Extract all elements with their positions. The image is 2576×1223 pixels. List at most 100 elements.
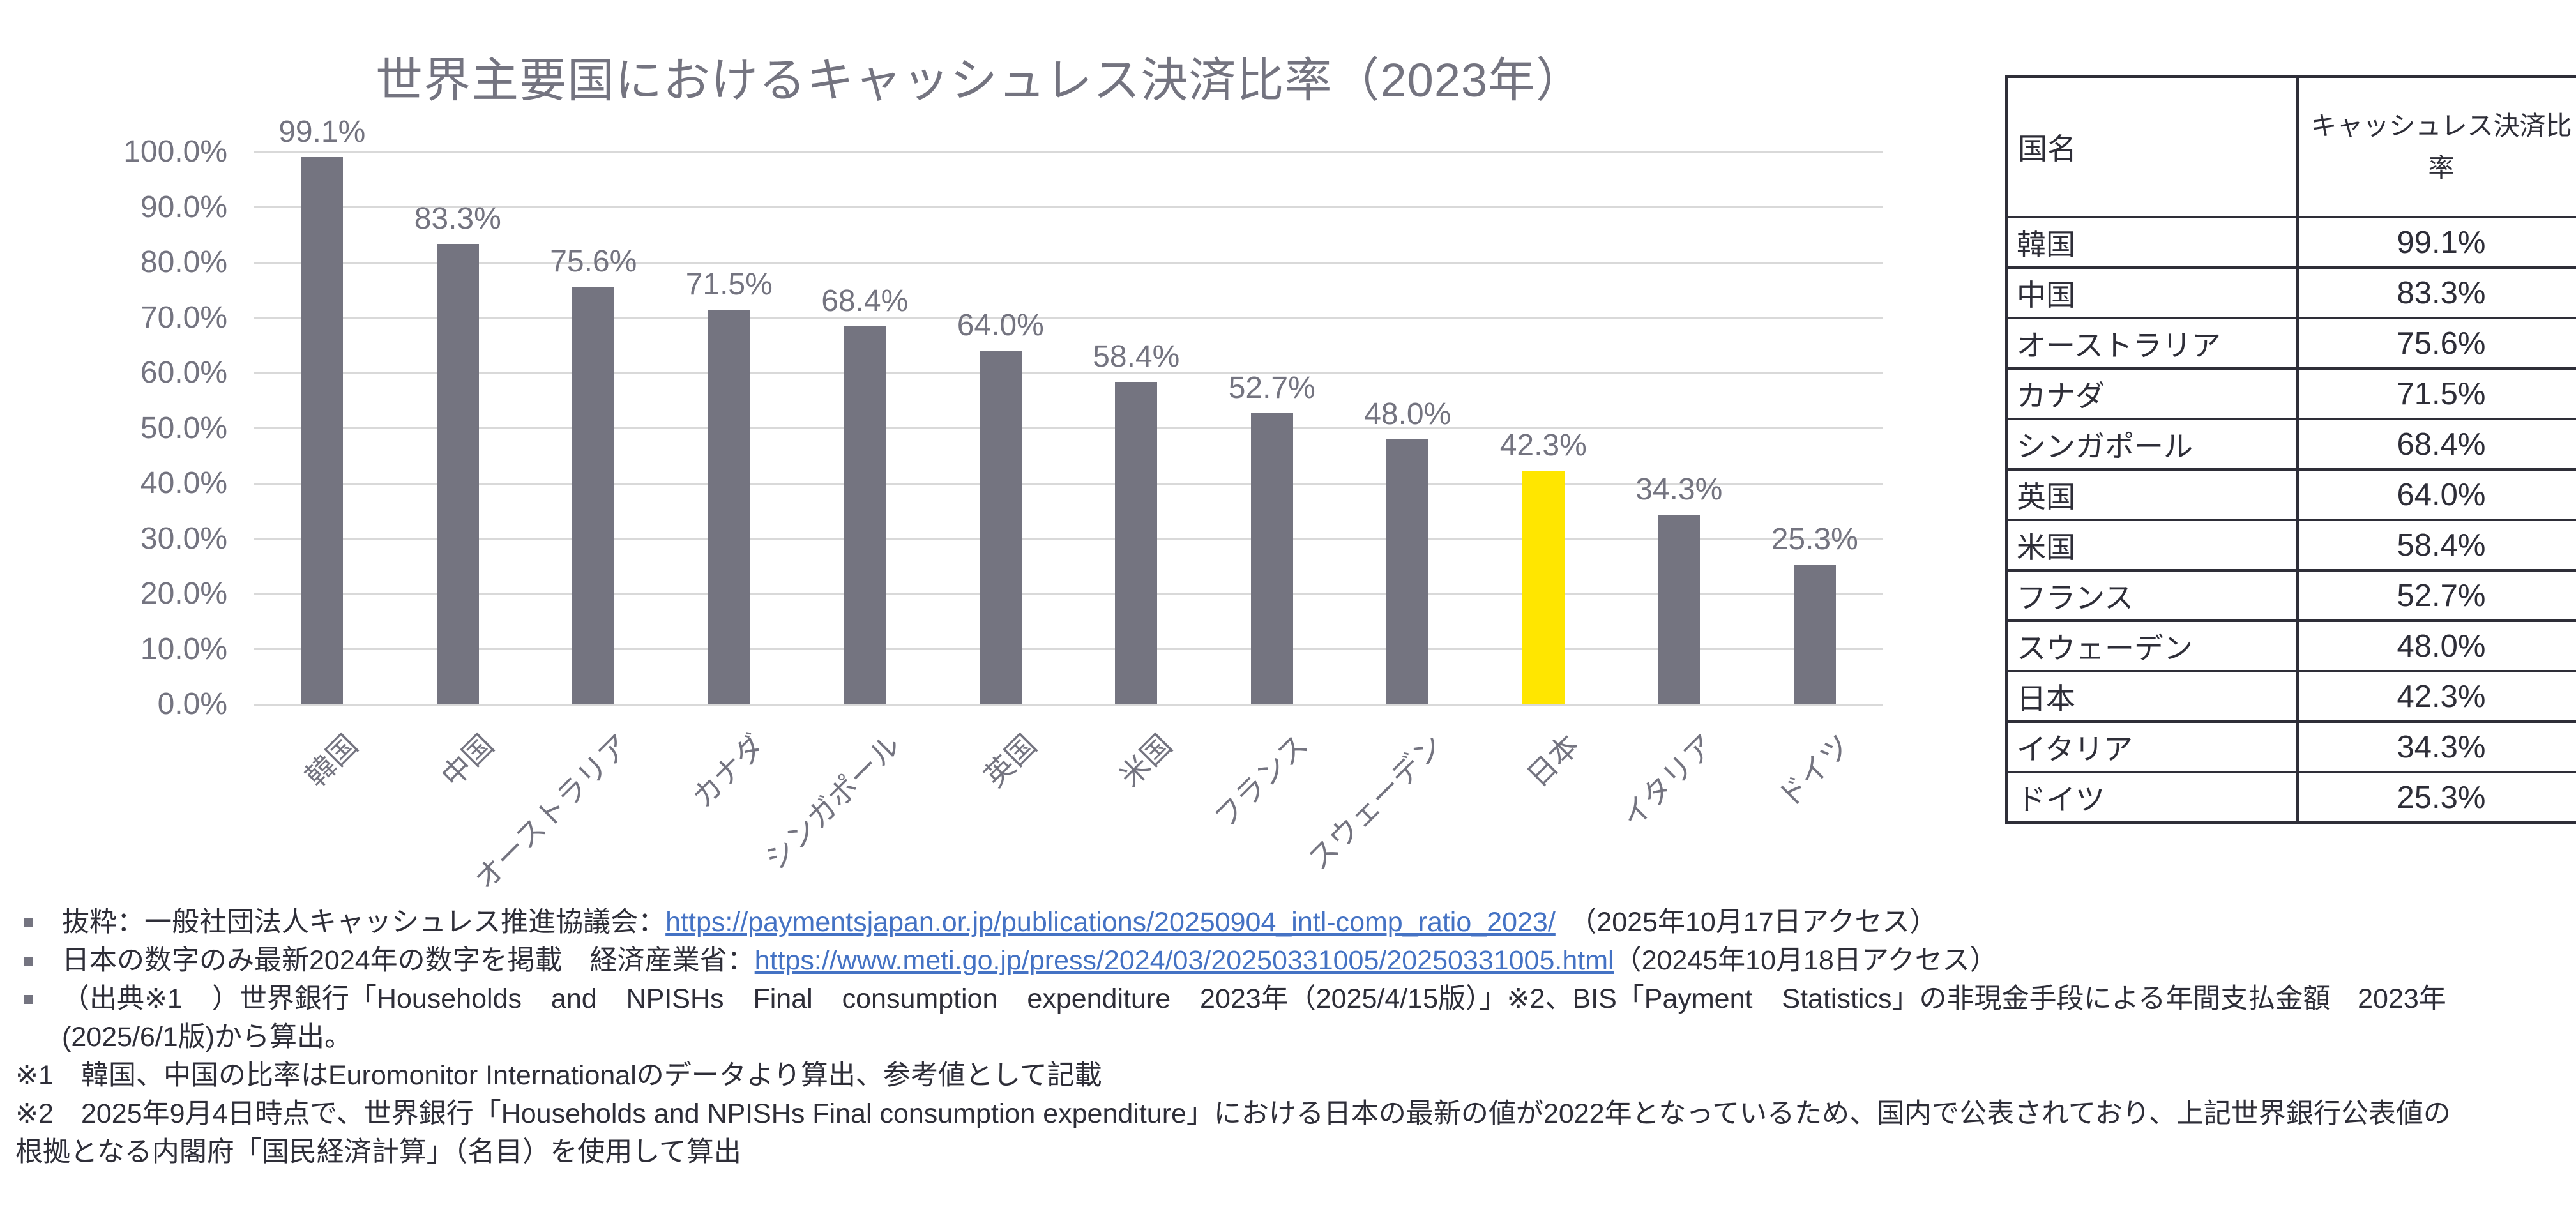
y-axis-tick-label: 80.0% bbox=[140, 245, 227, 279]
table-row: 日本 42.3% bbox=[2005, 670, 2576, 723]
table-header: 国名 キャッシュレス決済比率 bbox=[2005, 75, 2576, 218]
bar-data-label: 25.3% bbox=[1771, 522, 1858, 557]
x-axis-tick-label: ドイツ bbox=[1771, 728, 1857, 814]
bar-data-label: 83.3% bbox=[414, 202, 501, 236]
y-axis-tick-label: 60.0% bbox=[140, 356, 227, 390]
x-axis-tick-label: カナダ bbox=[685, 728, 771, 814]
footnote-text: （出典※1 ）世界銀行「Households and NPISHs Final … bbox=[62, 984, 2446, 1014]
bar-韓国 bbox=[301, 156, 344, 704]
footnote-link[interactable]: https://www.meti.go.jp/press/2024/03/202… bbox=[754, 945, 1614, 976]
footnote-line: 抜粋：一般社団法人キャッシュレス推進協議会：https://paymentsja… bbox=[0, 903, 2552, 941]
y-axis-tick-label: 50.0% bbox=[140, 411, 227, 445]
footnote-text: （20245年10月18日アクセス） bbox=[1614, 945, 1997, 976]
bar-フランス bbox=[1250, 413, 1293, 704]
gridline bbox=[254, 206, 1883, 208]
table-cell-country: シンガポール bbox=[2005, 418, 2299, 471]
table-cell-ratio: 99.1% bbox=[2296, 216, 2576, 269]
footnote-line: ※1 韓国、中国の比率はEuromonitor Internationalのデー… bbox=[0, 1056, 2552, 1095]
bar-data-label: 99.1% bbox=[278, 114, 366, 149]
y-axis: 0.0% 10.0% 20.0% 30.0% 40.0% 50.0% 60.0% 70.0% 8… bbox=[0, 135, 227, 721]
gridline bbox=[254, 317, 1883, 319]
table-cell-country: 中国 bbox=[2005, 266, 2299, 319]
table-row: カナダ 71.5% bbox=[2005, 367, 2576, 420]
table-cell-country: 英国 bbox=[2005, 468, 2299, 521]
bar-英国 bbox=[979, 351, 1022, 704]
table-row: ドイツ 25.3% bbox=[2005, 771, 2576, 824]
bar-data-label: 64.0% bbox=[957, 308, 1044, 343]
bar-data-label: 42.3% bbox=[1499, 429, 1587, 463]
table-header-row: 国名 キャッシュレス決済比率 bbox=[2005, 75, 2576, 218]
footnote-line: 日本の数字のみ最新2024年の数字を掲載 経済産業省：https://www.m… bbox=[0, 941, 2552, 980]
x-axis-tick-label: 中国 bbox=[434, 728, 500, 793]
bullet-square-icon bbox=[24, 995, 33, 1004]
table-row: オーストラリア 75.6% bbox=[2005, 317, 2576, 370]
gridline bbox=[254, 261, 1883, 264]
table-cell-ratio: 25.3% bbox=[2296, 771, 2576, 824]
x-axis-tick-label: 米国 bbox=[1113, 728, 1179, 793]
footnote-line: (2025/6/1版)から算出。 bbox=[0, 1018, 2552, 1056]
y-axis-tick-label: 90.0% bbox=[140, 190, 227, 224]
y-axis-tick-label: 70.0% bbox=[140, 300, 227, 335]
table-header-ratio: キャッシュレス決済比率 bbox=[2296, 75, 2576, 218]
table-cell-ratio: 75.6% bbox=[2296, 317, 2576, 370]
table-cell-country: 日本 bbox=[2005, 670, 2299, 723]
gridline bbox=[254, 703, 1883, 706]
table-row: フランス 52.7% bbox=[2005, 569, 2576, 622]
footnote-text: ※2 2025年9月4日時点で、世界銀行「Households and NPIS… bbox=[15, 1098, 2451, 1129]
table-cell-ratio: 42.3% bbox=[2296, 670, 2576, 723]
footnote-line: ※2 2025年9月4日時点で、世界銀行「Households and NPIS… bbox=[0, 1095, 2552, 1133]
table-cell-ratio: 71.5% bbox=[2296, 367, 2576, 420]
table-cell-ratio: 68.4% bbox=[2296, 418, 2576, 471]
x-axis-tick-label: 韓国 bbox=[299, 728, 365, 793]
table-cell-country: ドイツ bbox=[2005, 771, 2299, 824]
table-row: 韓国 99.1% bbox=[2005, 216, 2576, 269]
y-axis-tick-label: 100.0% bbox=[123, 135, 227, 169]
table-cell-ratio: 83.3% bbox=[2296, 266, 2576, 319]
plot-area: 99.1% 韓国 83.3% 中国 75.6% オーストラリア 71.5% カナダ 68.4% シ… bbox=[254, 115, 1883, 896]
footnote-line: （出典※1 ）世界銀行「Households and NPISHs Final … bbox=[0, 980, 2552, 1018]
table-cell-country: カナダ bbox=[2005, 367, 2299, 420]
gridline bbox=[254, 372, 1883, 374]
footnote-text: (2025/6/1版)から算出。 bbox=[62, 1022, 352, 1052]
bar-data-label: 48.0% bbox=[1364, 397, 1451, 431]
gridline bbox=[254, 482, 1883, 485]
table-cell-ratio: 58.4% bbox=[2296, 519, 2576, 572]
gridline bbox=[254, 593, 1883, 595]
table-row: スウェーデン 48.0% bbox=[2005, 619, 2576, 672]
x-axis-tick-label: シンガポール bbox=[759, 728, 907, 877]
footnote-text: 日本の数字のみ最新2024年の数字を掲載 経済産業省： bbox=[62, 945, 755, 976]
gridline bbox=[254, 648, 1883, 650]
bar-イタリア bbox=[1658, 515, 1701, 704]
x-axis-tick-label: イタリア bbox=[1615, 728, 1722, 834]
footnote-link[interactable]: https://paymentsjapan.or.jp/publications… bbox=[665, 907, 1556, 938]
footnote-text: （2025年10月17日アクセス） bbox=[1555, 907, 1937, 938]
bar-シンガポール bbox=[844, 326, 886, 704]
bar-data-label: 58.4% bbox=[1093, 339, 1180, 374]
y-axis-tick-label: 0.0% bbox=[157, 687, 227, 721]
bar-data-label: 75.6% bbox=[550, 245, 637, 279]
bar-米国 bbox=[1115, 381, 1158, 704]
gridline bbox=[254, 151, 1883, 153]
bar-data-label: 34.3% bbox=[1635, 473, 1723, 507]
y-axis-tick-label: 20.0% bbox=[140, 577, 227, 611]
chart-title: 世界主要国におけるキャッシュレス決済比率（2023年） bbox=[375, 54, 1584, 107]
gridline bbox=[254, 427, 1883, 429]
footnote-text: 抜粋：一般社団法人キャッシュレス推進協議会： bbox=[62, 907, 666, 938]
table-row: 英国 64.0% bbox=[2005, 468, 2576, 521]
bar-中国 bbox=[436, 244, 479, 704]
table-body: 韓国 99.1% 中国 83.3% オーストラリア 75.6% カナダ 71.5% シンガポール… bbox=[2005, 216, 2576, 824]
table-cell-ratio: 48.0% bbox=[2296, 619, 2576, 672]
y-axis-tick-label: 30.0% bbox=[140, 521, 227, 556]
x-axis-tick-label: 日本 bbox=[1520, 728, 1586, 793]
table-header-country: 国名 bbox=[2005, 75, 2299, 218]
table-cell-country: 韓国 bbox=[2005, 216, 2299, 269]
bullet-square-icon bbox=[24, 918, 33, 927]
y-axis-tick-label: 10.0% bbox=[140, 632, 227, 666]
country-ratio-table: 国名 キャッシュレス決済比率 韓国 99.1% 中国 83.3% オーストラリア 75.6… bbox=[2005, 75, 2576, 824]
bar-data-label: 71.5% bbox=[685, 267, 773, 301]
table-cell-ratio: 64.0% bbox=[2296, 468, 2576, 521]
table-row: イタリア 34.3% bbox=[2005, 720, 2576, 773]
y-axis-tick-label: 40.0% bbox=[140, 466, 227, 500]
footnote-text: 根拠となる内閣府「国民経済計算」（名目）を使用して算出 bbox=[15, 1137, 741, 1167]
table-cell-country: スウェーデン bbox=[2005, 619, 2299, 672]
